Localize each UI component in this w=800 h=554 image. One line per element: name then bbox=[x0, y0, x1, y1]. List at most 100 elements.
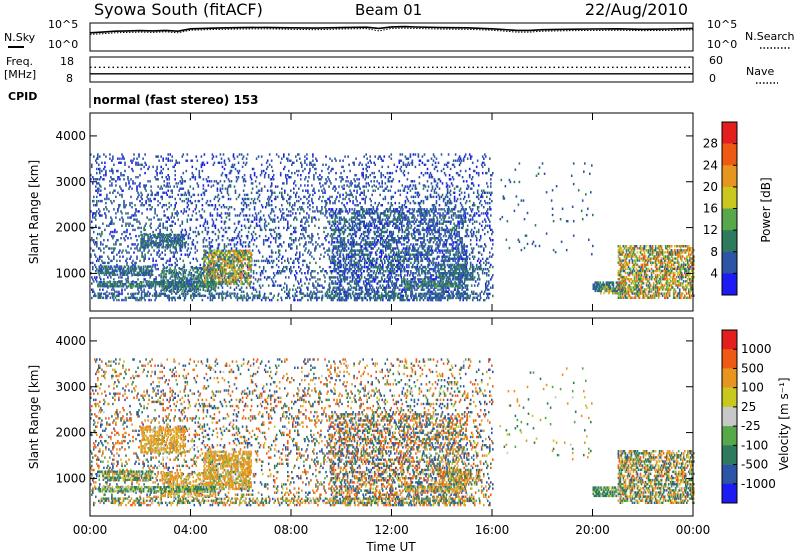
data-cell bbox=[397, 166, 399, 168]
data-cell bbox=[290, 225, 292, 227]
data-cell bbox=[371, 237, 373, 239]
data-cell bbox=[174, 198, 176, 200]
data-cell bbox=[135, 210, 137, 212]
data-cell bbox=[441, 218, 443, 220]
data-cell bbox=[116, 231, 118, 233]
data-cell bbox=[427, 190, 429, 192]
data-cell bbox=[439, 198, 441, 200]
data-cell bbox=[425, 164, 427, 166]
data-cell bbox=[222, 291, 224, 293]
data-cell bbox=[403, 299, 405, 301]
data-cell bbox=[489, 256, 491, 258]
data-cell bbox=[239, 170, 241, 172]
data-cell bbox=[96, 243, 98, 245]
data-cell bbox=[436, 264, 438, 266]
data-cell bbox=[245, 227, 247, 229]
data-cell bbox=[249, 245, 251, 247]
data-cell bbox=[394, 247, 396, 249]
data-cell bbox=[119, 256, 121, 258]
data-cell bbox=[390, 172, 392, 174]
data-cell bbox=[427, 168, 429, 170]
data-cell bbox=[312, 155, 314, 157]
data-cell bbox=[162, 225, 164, 227]
data-cell bbox=[431, 254, 433, 256]
data-cell bbox=[176, 214, 178, 216]
data-cell bbox=[229, 239, 231, 241]
data-cell bbox=[432, 188, 434, 190]
data-cell bbox=[103, 208, 105, 210]
data-cell bbox=[435, 206, 437, 208]
data-cell bbox=[340, 223, 342, 225]
data-cell bbox=[248, 198, 250, 200]
data-cell bbox=[337, 239, 339, 241]
data-cell bbox=[157, 185, 159, 187]
data-cell bbox=[248, 272, 250, 274]
data-cell bbox=[446, 241, 448, 243]
data-cell bbox=[204, 194, 206, 196]
data-cell bbox=[405, 164, 407, 166]
data-cell bbox=[480, 260, 482, 262]
data-cell bbox=[409, 245, 411, 247]
data-cell bbox=[186, 231, 188, 233]
data-cell bbox=[195, 231, 197, 233]
data-cell bbox=[336, 229, 338, 231]
data-cell bbox=[476, 231, 478, 233]
data-cell bbox=[373, 266, 375, 268]
data-cell bbox=[311, 198, 313, 200]
data-cell bbox=[374, 202, 376, 204]
data-cell bbox=[364, 198, 366, 200]
data-cell bbox=[275, 227, 277, 229]
data-cell bbox=[317, 297, 319, 299]
data-cell bbox=[177, 194, 179, 196]
data-cell bbox=[160, 170, 162, 172]
data-cell bbox=[127, 293, 129, 295]
data-cell bbox=[197, 160, 199, 162]
data-cell bbox=[490, 239, 492, 241]
data-cell bbox=[193, 188, 195, 190]
data-cell bbox=[288, 214, 290, 216]
data-cell bbox=[418, 247, 420, 249]
data-cell bbox=[356, 254, 358, 256]
data-cell bbox=[270, 241, 272, 243]
data-cell bbox=[364, 276, 366, 278]
data-cell bbox=[473, 258, 475, 260]
data-cell bbox=[339, 194, 341, 196]
data-cell bbox=[354, 229, 356, 231]
data-cell bbox=[351, 287, 353, 289]
data-cell bbox=[246, 287, 248, 289]
data-cell bbox=[132, 280, 134, 282]
data-cell bbox=[114, 291, 116, 293]
data-cell bbox=[285, 174, 287, 176]
data-cell bbox=[261, 299, 263, 301]
data-cell bbox=[361, 266, 363, 268]
data-cell bbox=[117, 210, 119, 212]
data-cell bbox=[304, 160, 306, 162]
data-cell bbox=[284, 166, 286, 168]
data-cell bbox=[132, 243, 134, 245]
data-cell bbox=[335, 280, 337, 282]
data-cell bbox=[234, 208, 236, 210]
data-cell bbox=[373, 172, 375, 174]
data-cell bbox=[97, 155, 99, 157]
data-cell bbox=[472, 223, 474, 225]
data-cell bbox=[239, 231, 241, 233]
data-cell bbox=[352, 200, 354, 202]
data-cell bbox=[298, 258, 300, 260]
data-cell bbox=[329, 196, 331, 198]
data-cell bbox=[401, 170, 403, 172]
data-cell bbox=[334, 229, 336, 231]
data-cell bbox=[92, 266, 94, 268]
data-cell bbox=[166, 270, 168, 272]
data-cell bbox=[367, 162, 369, 164]
data-cell bbox=[256, 176, 258, 178]
data-cell bbox=[171, 192, 173, 194]
data-cell bbox=[434, 192, 436, 194]
data-cell bbox=[267, 166, 269, 168]
data-cell bbox=[106, 291, 108, 293]
data-cell bbox=[350, 280, 352, 282]
data-cell bbox=[108, 210, 110, 212]
data-cell bbox=[429, 218, 431, 220]
data-cell bbox=[422, 155, 424, 157]
data-cell bbox=[282, 196, 284, 198]
data-cell bbox=[195, 251, 197, 253]
